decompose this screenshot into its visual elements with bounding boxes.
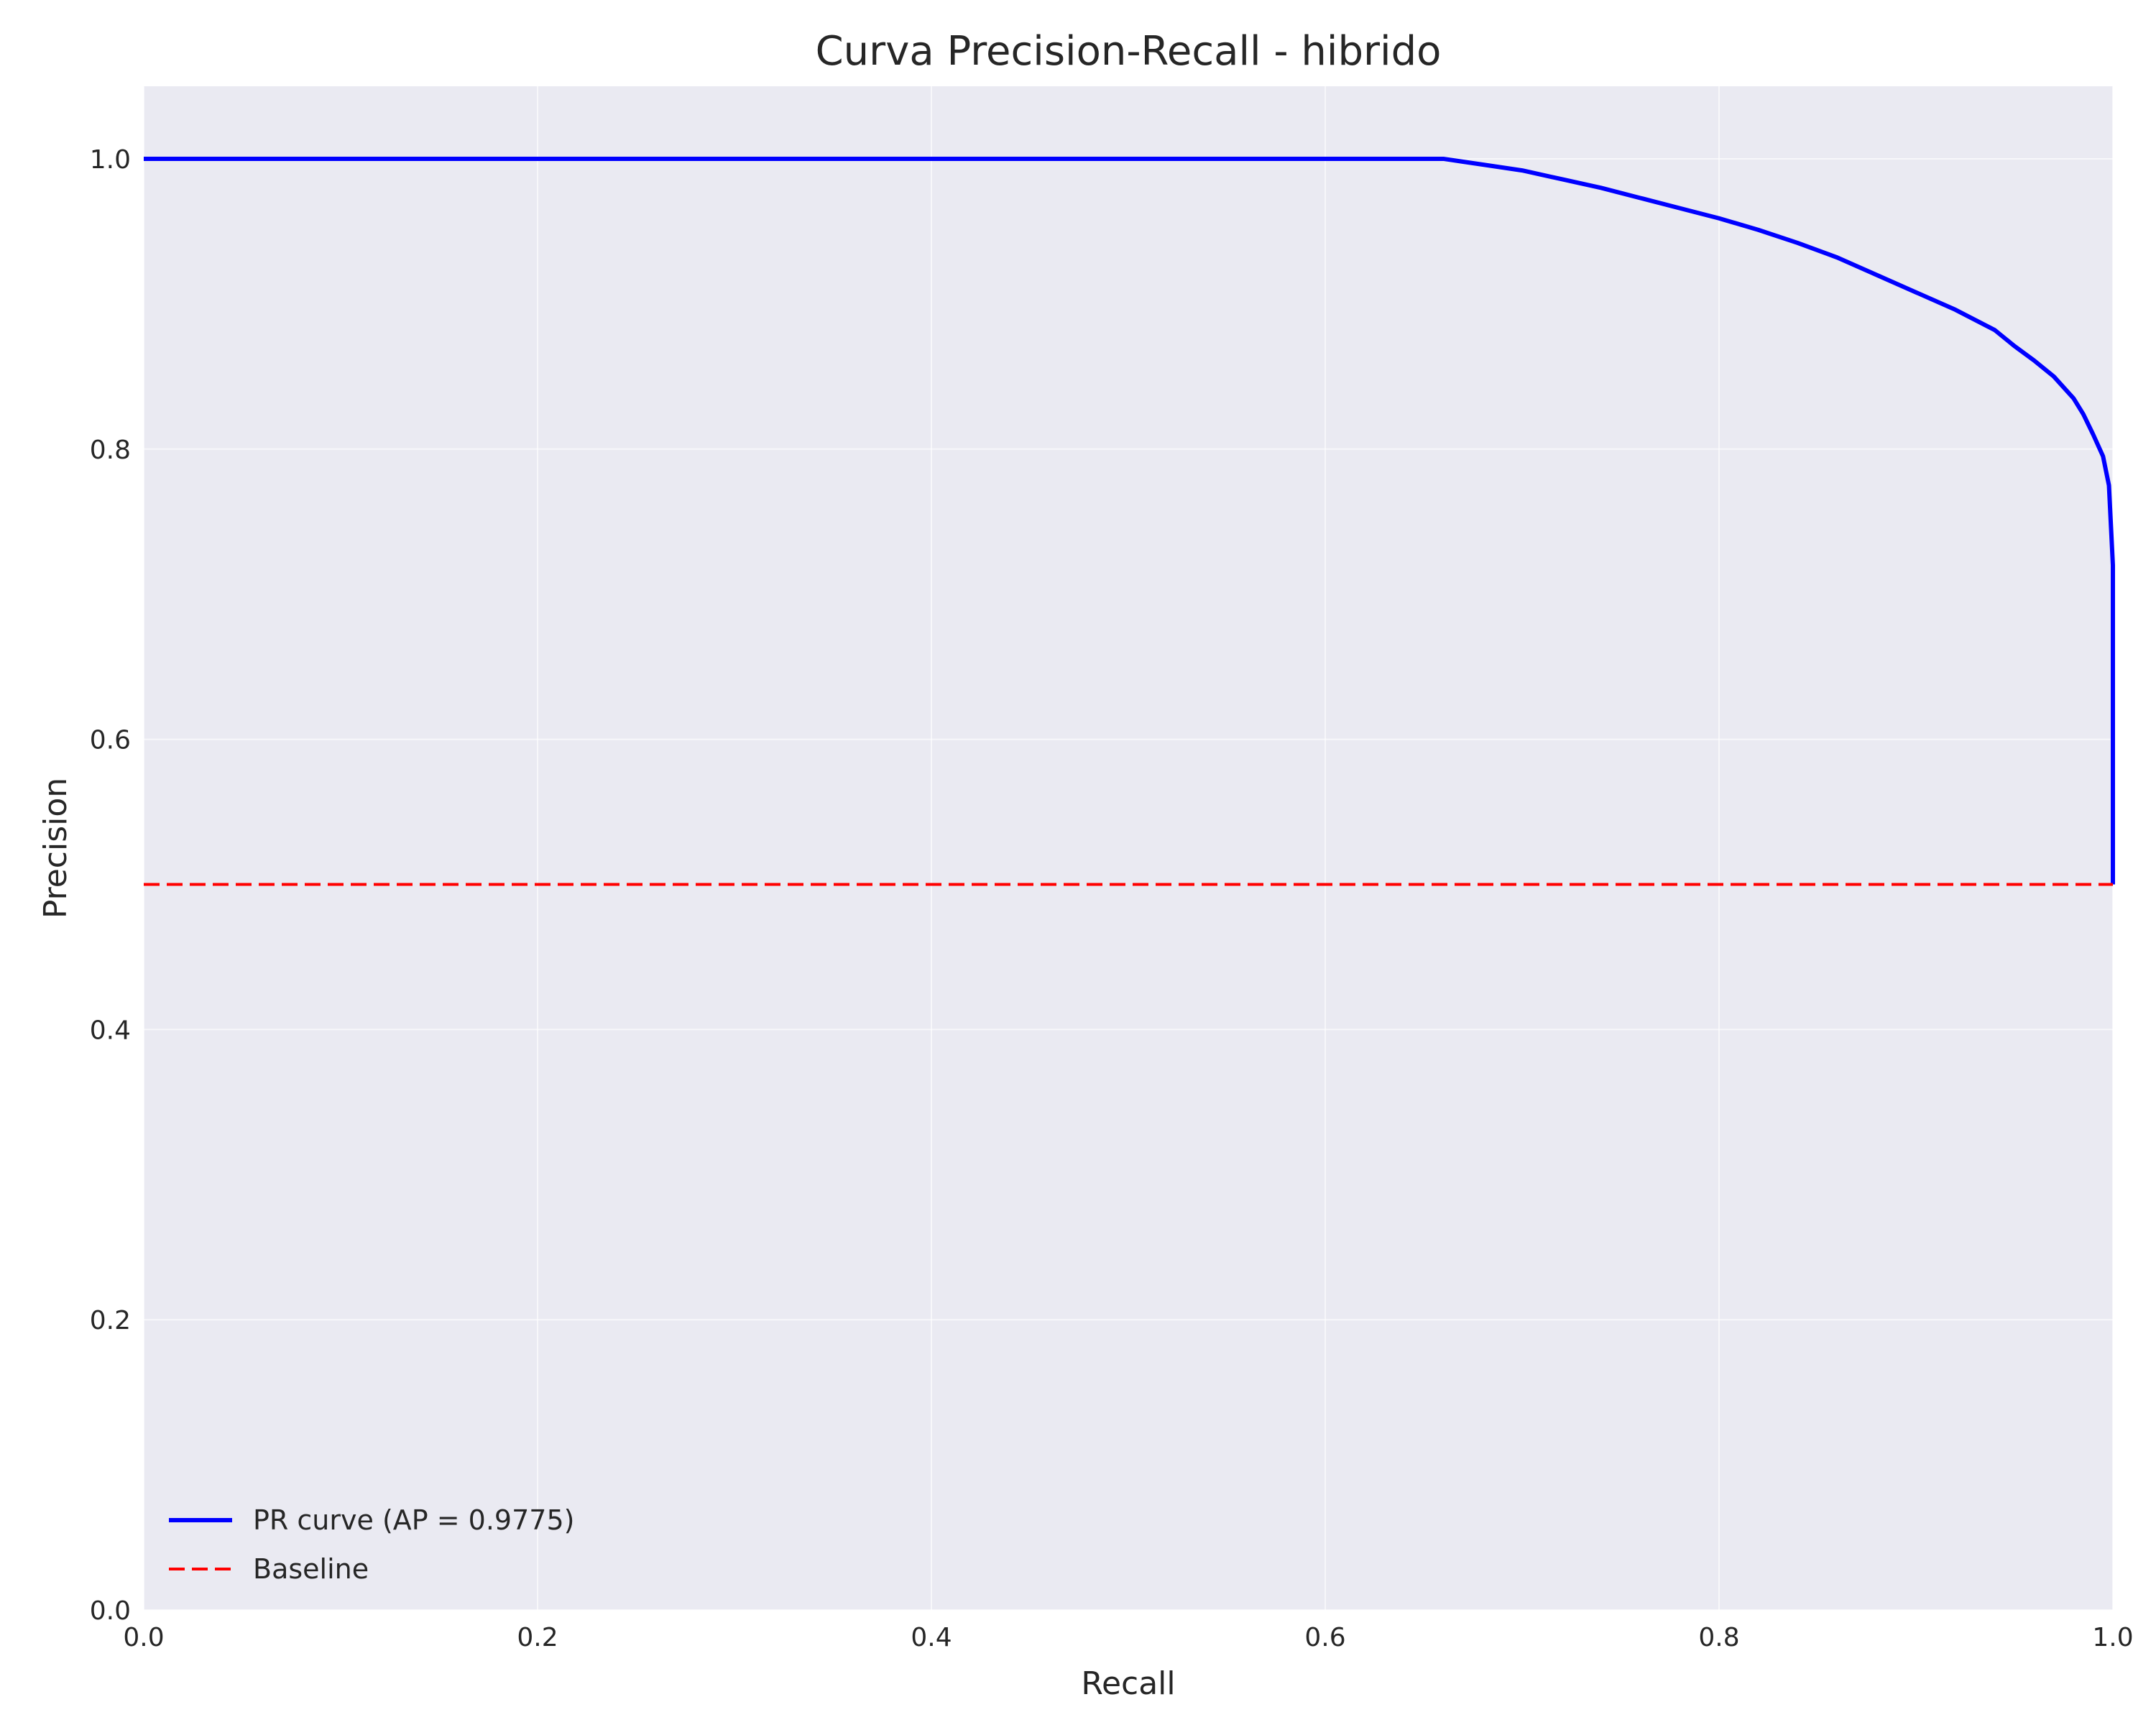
y-tick-label: 0.6 (90, 726, 131, 755)
y-tick-label: 0.8 (90, 436, 131, 465)
legend: PR curve (AP = 0.9775) Baseline (169, 1504, 574, 1585)
y-tick-label: 1.0 (90, 145, 131, 175)
legend-label: PR curve (AP = 0.9775) (253, 1504, 574, 1536)
x-tick-label: 0.0 (123, 1623, 164, 1652)
legend-label: Baseline (253, 1553, 369, 1585)
x-tick-label: 0.2 (517, 1623, 558, 1652)
plot-area (144, 86, 2113, 1610)
chart-title: Curva Precision-Recall - hibrido (816, 28, 1442, 75)
series-layer (144, 156, 2115, 886)
pr-curve-line (144, 156, 2115, 885)
y-tick-label: 0.4 (90, 1016, 131, 1045)
x-tick-label: 0.6 (1304, 1623, 1345, 1652)
y-axis-label: Precision (37, 778, 74, 919)
x-tick-label: 0.8 (1698, 1623, 1739, 1652)
x-tick-label: 1.0 (2092, 1623, 2133, 1652)
y-tick-label: 0.0 (90, 1596, 131, 1626)
tick-labels: 0.0 0.2 0.4 0.6 0.8 1.0 0.0 0.2 0.4 0.6 0.8 1.0 (90, 145, 2134, 1652)
x-axis-label: Recall (1081, 1665, 1175, 1702)
y-tick-label: 0.2 (90, 1306, 131, 1335)
grid-lines (143, 86, 2114, 1611)
x-tick-label: 0.4 (911, 1623, 952, 1652)
